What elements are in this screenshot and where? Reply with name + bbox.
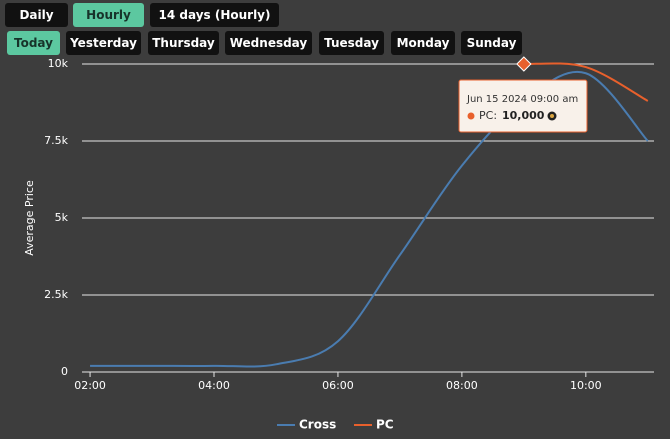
x-tick-label: 06:00 — [322, 379, 354, 392]
highlight-point — [516, 56, 532, 72]
tab-button[interactable]: Monday — [391, 31, 455, 55]
tab-button[interactable]: Yesterday — [66, 31, 141, 55]
tooltip-box — [458, 79, 588, 133]
y-tick-label: 5k — [55, 211, 69, 224]
y-tick-label: 7.5k — [44, 134, 68, 147]
coin-icon-inner — [550, 114, 554, 118]
x-tick-label: 10:00 — [570, 379, 602, 392]
tooltip-label: PC: — [479, 109, 497, 122]
x-tick-label: 08:00 — [446, 379, 478, 392]
y-axis-title: Average Price — [23, 180, 36, 256]
y-tick-label: 10k — [48, 57, 69, 70]
tab-button[interactable]: Thursday — [148, 31, 219, 55]
tab-button[interactable]: Today — [7, 31, 60, 55]
tab-button[interactable]: Wednesday — [225, 31, 312, 55]
tab-button[interactable]: Daily — [5, 3, 68, 27]
x-tick-label: 04:00 — [198, 379, 230, 392]
series-line — [90, 70, 649, 368]
tooltip-title: Jun 15 2024 09:00 am — [466, 94, 578, 105]
tab-button[interactable]: 14 days (Hourly) — [150, 3, 279, 27]
series-line — [523, 62, 649, 102]
tooltip-dot — [467, 112, 475, 120]
y-tick-label: 0 — [61, 365, 68, 378]
tab-button[interactable]: Hourly — [73, 3, 144, 27]
y-tick-label: 2.5k — [44, 288, 68, 301]
tooltip-value: 10,000 — [502, 109, 545, 122]
legend-label: PC — [376, 418, 394, 432]
tooltip: Jun 15 2024 09:00 am PC: 10,000 — [458, 79, 588, 133]
x-tick-label: 02:00 — [74, 379, 106, 392]
legend-label: Cross — [299, 418, 336, 432]
tab-button[interactable]: Tuesday — [319, 31, 384, 55]
tab-button[interactable]: Sunday — [461, 31, 522, 55]
